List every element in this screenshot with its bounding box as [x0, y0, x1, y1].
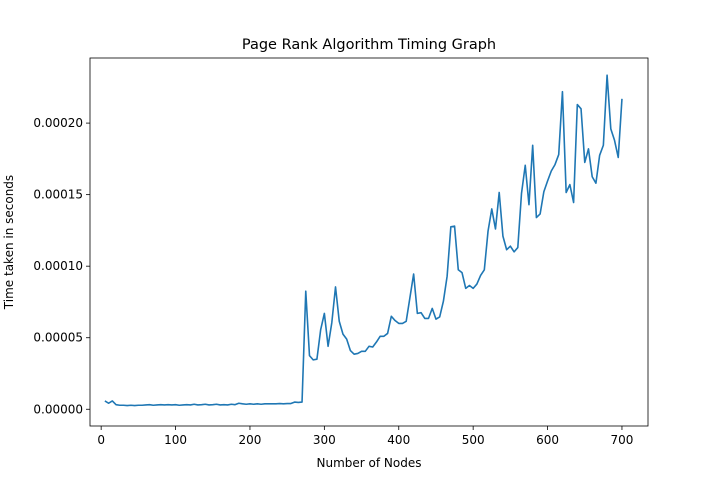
- chart-title: Page Rank Algorithm Timing Graph: [242, 37, 496, 53]
- x-tick-label: 500: [462, 433, 485, 447]
- y-tick-label: 0.00010: [33, 259, 83, 273]
- axes-frame: [89, 57, 649, 427]
- y-tick-label: 0.00005: [33, 331, 83, 345]
- y-tick-label: 0.00020: [33, 116, 83, 130]
- x-tick-label: 700: [611, 433, 634, 447]
- plot-area: [104, 74, 623, 407]
- y-tick-label: 0.00015: [33, 188, 83, 202]
- y-tick-label: 0.00000: [33, 402, 83, 416]
- x-tick-label: 0: [97, 433, 105, 447]
- timing-series-line: [104, 74, 623, 407]
- x-tick-label: 300: [313, 433, 336, 447]
- x-tick-label: 600: [536, 433, 559, 447]
- y-axis-title: Time taken in seconds: [2, 175, 16, 310]
- x-tick-label: 400: [387, 433, 410, 447]
- x-axis-title: Number of Nodes: [317, 456, 422, 470]
- y-axis-ticks: 0.00000 0.00005 0.00010 0.00015 0.00020: [33, 116, 90, 416]
- x-tick-label: 100: [164, 433, 187, 447]
- x-axis-ticks: 0 100 200 300 400 500 600 700: [97, 426, 633, 447]
- x-tick-label: 200: [239, 433, 262, 447]
